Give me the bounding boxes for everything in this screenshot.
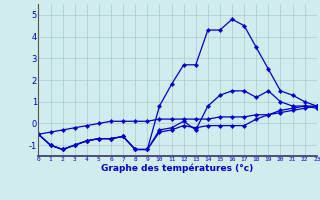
X-axis label: Graphe des températures (°c): Graphe des températures (°c) xyxy=(101,164,254,173)
